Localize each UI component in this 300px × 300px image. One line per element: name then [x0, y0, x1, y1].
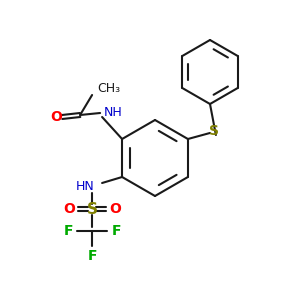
Text: HN: HN [75, 181, 94, 194]
Text: CH₃: CH₃ [97, 82, 120, 95]
Text: F: F [63, 224, 73, 238]
Text: F: F [87, 249, 97, 263]
Text: F: F [111, 224, 121, 238]
Text: S: S [209, 124, 219, 138]
Text: S: S [87, 202, 98, 217]
Text: O: O [63, 202, 75, 216]
Text: O: O [50, 110, 62, 124]
Text: O: O [109, 202, 121, 216]
Text: NH: NH [104, 106, 123, 118]
